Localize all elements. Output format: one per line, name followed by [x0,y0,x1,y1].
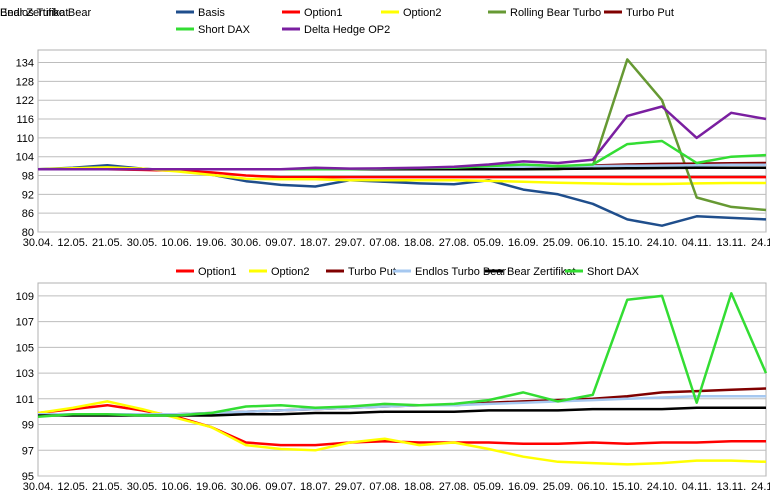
x-tick-label-1-13: 05.09. [473,237,504,249]
x-tick-label-2-10: 07.08. [369,481,400,493]
legend-label-2-short-dax: Short DAX [587,266,640,278]
x-tick-label-2-14: 16.09. [508,481,539,493]
x-tick-label-2-0: 30.04. [23,481,54,493]
x-tick-label-1-10: 07.08. [369,237,400,249]
legend-label-1-turbo-put: Turbo Put [626,7,674,19]
x-tick-label-1-0: 30.04. [23,237,54,249]
y-tick-label-1-134: 134 [16,58,34,70]
x-tick-label-2-11: 18.08. [404,481,435,493]
x-tick-label-1-6: 30.06. [231,237,262,249]
series-line-2-endlos-turbo-bear [38,394,766,416]
legend-label-1-delta-hedge-op2: Delta Hedge OP2 [304,24,390,36]
x-tick-label-2-12: 27.08. [439,481,470,493]
x-tick-label-1-11: 18.08. [404,237,435,249]
legend-label-1-option1: Option1 [304,7,343,19]
y-tick-label-1-110: 110 [16,133,34,145]
y-tick-label-1-98: 98 [22,171,34,183]
y-tick-label-2-101: 101 [16,394,34,406]
y-tick-label-1-92: 92 [22,189,34,201]
y-tick-label-2-109: 109 [16,291,34,303]
x-tick-label-2-18: 24.10. [647,481,678,493]
legend-label-1-option2: Option2 [403,7,442,19]
x-tick-label-2-16: 06.10. [577,481,608,493]
x-tick-label-1-4: 10.06. [161,237,192,249]
x-tick-label-2-6: 30.06. [231,481,262,493]
x-tick-label-1-12: 27.08. [439,237,470,249]
y-tick-label-2-97: 97 [22,445,34,457]
x-tick-label-2-17: 15.10. [612,481,643,493]
series-line-1-delta-hedge-op2 [38,105,767,171]
y-tick-label-2-105: 105 [16,342,34,354]
x-tick-label-2-20: 13.11. [716,481,746,493]
y-tick-label-1-122: 122 [16,95,34,107]
x-tick-label-2-9: 29.07. [335,481,366,493]
legend-label-2-turbo-put: Turbo Put [348,266,396,278]
x-tick-label-1-1: 12.05. [57,237,88,249]
x-tick-label-1-19: 04.11. [682,237,712,249]
y-tick-label-2-95: 95 [22,471,34,483]
y-tick-label-2-99: 99 [22,420,34,432]
y-tick-label-1-86: 86 [22,208,34,220]
x-tick-label-2-13: 05.09. [473,481,504,493]
x-tick-label-1-2: 21.05. [92,237,123,249]
legend-label-2-bear-zertifikat: Bear Zertifikat [507,266,575,278]
y-tick-label-2-107: 107 [16,317,34,329]
x-tick-label-1-18: 24.10. [647,237,678,249]
x-tick-label-2-19: 04.11. [682,481,712,493]
legend-label-1-rolling-bear-turbo: Rolling Bear Turbo [510,7,601,19]
x-tick-label-1-7: 09.07. [265,237,296,249]
y-tick-label-1-104: 104 [16,152,34,164]
legend-label-2-option1: Option1 [198,266,237,278]
x-tick-label-1-5: 19.06. [196,237,227,249]
x-tick-label-1-17: 15.10. [612,237,643,249]
series-line-2-short-dax [37,292,768,419]
x-tick-label-2-7: 09.07. [265,481,296,493]
plot-area-2 [37,282,767,477]
y-tick-label-1-128: 128 [16,76,34,88]
y-tick-label-1-80: 80 [22,227,34,239]
legend-label-1-endlos-turbo-bear: Endlos Turbo Bear [0,7,91,19]
x-tick-label-1-14: 16.09. [508,237,539,249]
x-tick-label-1-21: 24.11. [751,237,770,249]
x-tick-label-2-2: 21.05. [92,481,123,493]
x-tick-label-2-8: 18.07. [300,481,331,493]
x-tick-label-2-15: 25.09. [543,481,574,493]
x-tick-label-1-9: 29.07. [335,237,366,249]
x-tick-label-1-8: 18.07. [300,237,331,249]
legend-label-2-endlos-turbo-bear: Endlos Turbo Bear [415,266,506,278]
legend-label-1-basis: Basis [198,7,225,19]
x-tick-label-2-5: 19.06. [196,481,227,493]
legend-label-2-option2: Option2 [271,266,310,278]
x-tick-label-2-3: 30.05. [127,481,158,493]
x-tick-label-2-4: 10.06. [161,481,192,493]
x-tick-label-1-15: 25.09. [543,237,574,249]
legend-label-1-short-dax: Short DAX [198,24,251,36]
legend-label-1-bear-zertifikat: Bear Zertifikat [0,7,68,19]
x-tick-label-2-21: 24.11. [751,481,770,493]
y-tick-label-1-116: 116 [16,114,34,126]
x-tick-label-1-16: 06.10. [577,237,608,249]
y-tick-label-2-103: 103 [16,368,34,380]
x-tick-label-2-1: 12.05. [57,481,88,493]
x-tick-label-1-20: 13.11. [716,237,746,249]
x-tick-label-1-3: 30.05. [127,237,158,249]
